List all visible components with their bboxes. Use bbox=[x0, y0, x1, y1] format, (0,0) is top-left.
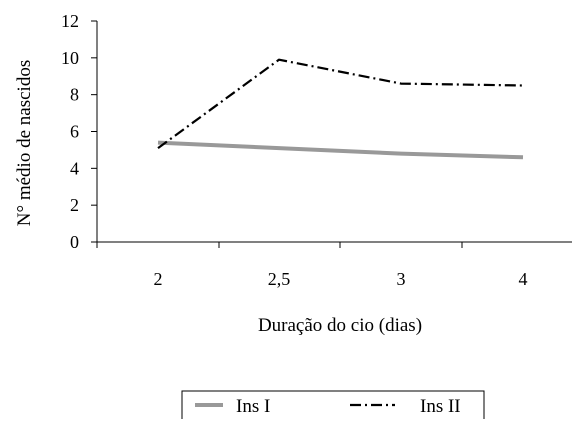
x-tick-label: 2,5 bbox=[268, 269, 291, 289]
y-tick-label: 2 bbox=[70, 195, 79, 215]
y-tick-label: 6 bbox=[70, 122, 79, 142]
x-axis-title: Duração do cio (dias) bbox=[258, 315, 422, 336]
legend-label-2: Ins II bbox=[420, 396, 461, 417]
y-tick-label: 8 bbox=[70, 85, 79, 105]
x-tick-label: 3 bbox=[397, 269, 406, 289]
legend-label-1: Ins I bbox=[236, 396, 270, 417]
tick-labels: 0 2 4 6 8 10 12 2 2,5 3 4 bbox=[61, 11, 528, 289]
y-axis-title: N° médio de nascidos bbox=[14, 60, 35, 226]
y-tick-label: 12 bbox=[61, 11, 79, 31]
y-tick-label: 10 bbox=[61, 48, 79, 68]
series-lines bbox=[157, 58, 524, 160]
legend: Ins I Ins II bbox=[181, 390, 485, 424]
series-line-1 bbox=[157, 140, 524, 160]
series-line-2 bbox=[157, 58, 524, 149]
y-tick-label: 4 bbox=[70, 158, 79, 178]
x-tick-label: 2 bbox=[154, 269, 163, 289]
y-tick-label: 0 bbox=[70, 232, 79, 252]
axes bbox=[91, 20, 572, 248]
x-tick-label: 4 bbox=[519, 269, 528, 289]
legend-items: Ins I Ins II bbox=[195, 396, 461, 417]
